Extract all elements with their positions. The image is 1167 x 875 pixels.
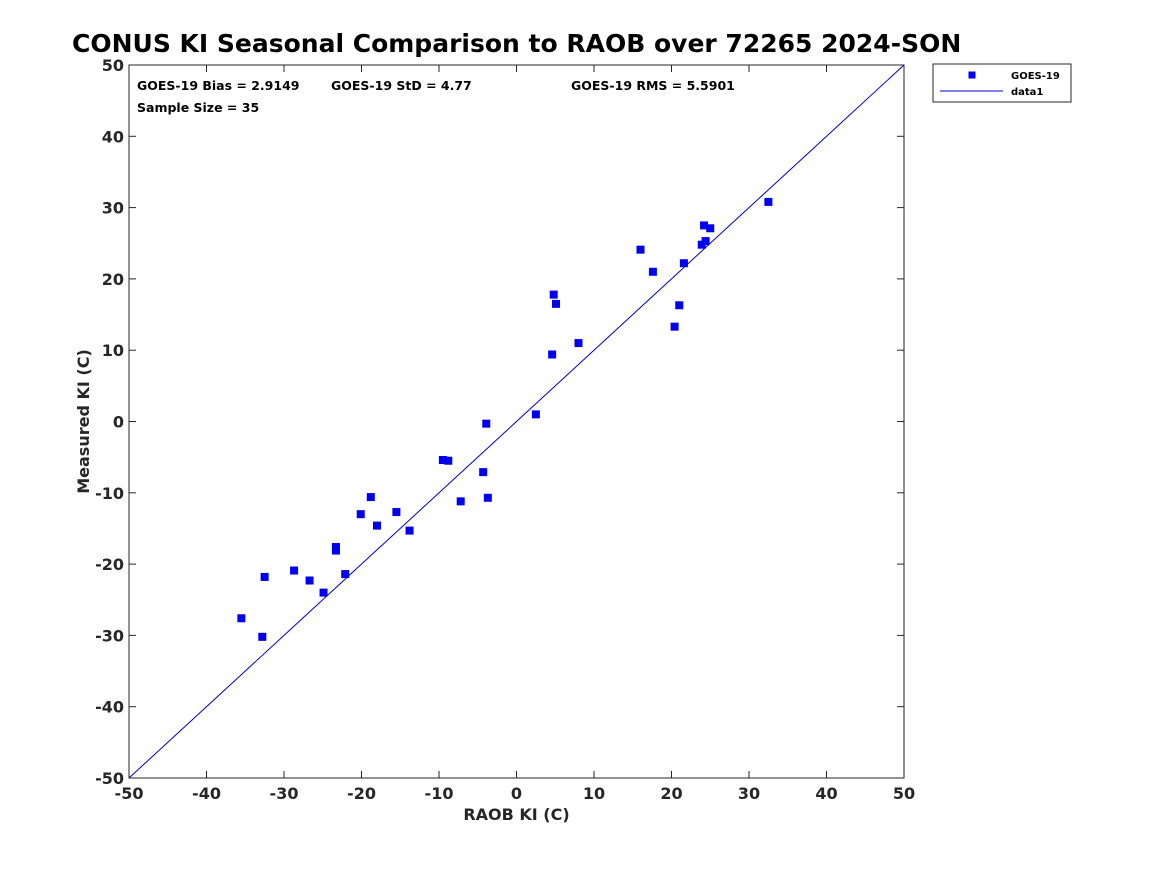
scatter-point <box>305 576 314 585</box>
scatter-point <box>319 588 328 597</box>
statistics-annotations: GOES-19 Bias = 2.9149 GOES-19 StD = 4.77… <box>137 78 735 115</box>
scatter-point <box>549 290 558 299</box>
reference-line-layer <box>128 64 905 779</box>
x-tick-label: -50 <box>115 784 144 803</box>
scatter-point <box>341 570 350 579</box>
scatter-point <box>444 456 453 465</box>
scatter-point <box>405 526 414 535</box>
scatter-point <box>675 301 684 310</box>
y-tick-label: 10 <box>102 341 124 360</box>
scatter-point <box>373 521 381 530</box>
scatter-point <box>679 259 688 268</box>
y-tick-label: 0 <box>113 413 124 432</box>
y-tick-label: -20 <box>95 555 124 574</box>
legend-box <box>932 63 1072 103</box>
y-tick-label: 20 <box>102 270 124 289</box>
y-tick-label: -10 <box>95 484 124 503</box>
legend-marker-square <box>968 71 976 79</box>
bias-annotation: GOES-19 Bias = 2.9149 <box>137 78 299 93</box>
scatter-point <box>392 508 401 517</box>
scatter-point <box>636 245 645 254</box>
scatter-point <box>574 339 583 348</box>
scatter-point <box>237 614 246 623</box>
x-tick-label: -40 <box>192 784 221 803</box>
rms-annotation: GOES-19 RMS = 5.5901 <box>571 78 735 93</box>
y-axis-ticks: -50 -40 -30 -20 -10 0 10 20 30 40 50 <box>95 56 904 788</box>
scatter-point <box>260 572 269 581</box>
scatter-point <box>366 493 375 502</box>
scatter-point <box>648 267 657 276</box>
y-tick-label: -50 <box>95 769 124 788</box>
x-tick-label: 30 <box>738 784 760 803</box>
std-annotation: GOES-19 StD = 4.77 <box>331 78 472 93</box>
y-tick-label: 40 <box>102 127 124 146</box>
scatter-point <box>479 468 488 477</box>
legend-label-data1: data1 <box>1011 87 1043 98</box>
y-tick-label: 50 <box>102 56 124 75</box>
scatter-point <box>331 546 340 555</box>
scatter-point <box>552 299 561 308</box>
x-tick-label: 0 <box>511 784 522 803</box>
y-axis-label: Measured KI (C) <box>74 349 93 494</box>
x-axis-label: RAOB KI (C) <box>463 805 569 824</box>
scatter-point <box>258 632 267 641</box>
scatter-point <box>670 322 679 331</box>
scatter-point <box>701 237 710 246</box>
x-axis-ticks: -50 -40 -30 -20 -10 0 10 20 30 40 50 <box>115 65 915 803</box>
scatter-point <box>531 410 540 419</box>
scatter-points-layer <box>237 197 773 641</box>
scatter-point <box>700 221 709 230</box>
scatter-point <box>706 224 715 233</box>
y-tick-label: -30 <box>95 626 124 645</box>
one-to-one-line <box>128 64 905 779</box>
plot-axes: -50 -40 -30 -20 -10 0 10 20 30 40 50 -50-40-30-20-… <box>95 56 915 803</box>
scatter-point <box>356 510 365 519</box>
x-tick-label: 50 <box>893 784 915 803</box>
scatter-point <box>482 419 491 428</box>
scatter-point <box>456 497 465 506</box>
sample-size-annotation: Sample Size = 35 <box>137 100 259 115</box>
x-tick-label: -20 <box>347 784 376 803</box>
x-tick-label: 20 <box>660 784 682 803</box>
scatter-point <box>548 350 557 359</box>
scatter-point <box>483 493 492 502</box>
scatter-point <box>764 197 773 206</box>
x-tick-label: 40 <box>815 784 837 803</box>
y-tick-label: 30 <box>102 199 124 218</box>
x-tick-label: 10 <box>583 784 605 803</box>
x-tick-label: -30 <box>270 784 299 803</box>
y-tick-label: -40 <box>95 698 124 717</box>
scatter-point <box>290 566 299 575</box>
legend: GOES-19 data1 <box>932 63 1072 103</box>
chart-title: CONUS KI Seasonal Comparison to RAOB ove… <box>72 29 961 58</box>
x-tick-label: -10 <box>425 784 454 803</box>
legend-label-goes19: GOES-19 <box>1011 71 1060 82</box>
scatter-point <box>438 456 447 465</box>
